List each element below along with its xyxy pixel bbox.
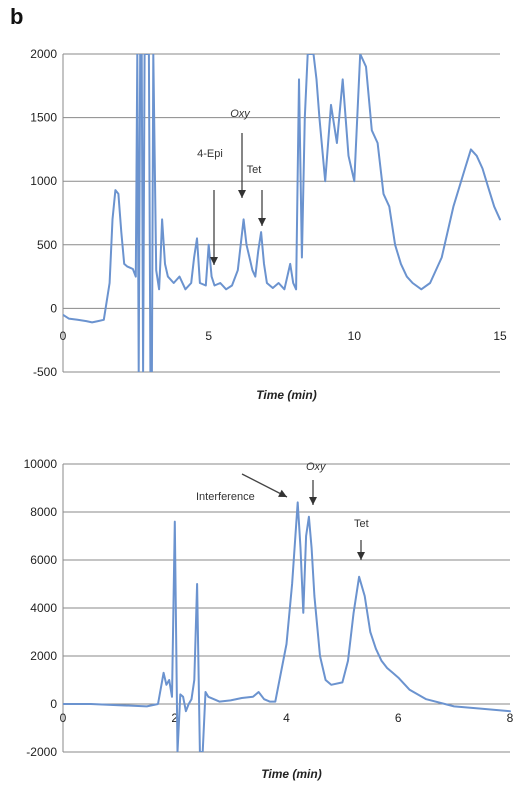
top-annotation-arrowhead-1 (238, 190, 246, 198)
top-x-tick-label-0: 0 (60, 329, 67, 343)
bottom-y-tick-label-3: 4000 (30, 601, 57, 615)
top-x-tick-label-2: 10 (348, 329, 362, 343)
bottom-y-tick-label-6: 10000 (24, 457, 58, 471)
bottom-y-tick-label-5: 8000 (30, 505, 57, 519)
top-annotation-0: 4-Epi (197, 148, 223, 160)
bottom-x-tick-label-2: 4 (283, 711, 290, 725)
top-x-tick-label-1: 5 (205, 329, 212, 343)
top-y-tick-label-0: -500 (33, 365, 57, 379)
top-y-tick-label-1: 0 (50, 301, 57, 315)
bottom-y-tick-label-4: 6000 (30, 553, 57, 567)
bottom-annotation-0: Interference (196, 491, 255, 503)
bottom-x-tick-label-3: 6 (395, 711, 402, 725)
panel-label: b (10, 4, 24, 29)
bottom-x-tick-label-1: 2 (171, 711, 178, 725)
top-y-tick-label-2: 500 (37, 238, 57, 252)
top-annotation-arrowhead-0 (210, 257, 218, 265)
top-annotation-2: Tet (247, 164, 262, 176)
top-y-tick-label-4: 1500 (30, 111, 57, 125)
bottom-annotation-arrowhead-1 (309, 497, 317, 505)
bottom-annotation-arrow-0 (241, 473, 288, 498)
top-annotation-1: Oxy (230, 108, 251, 120)
bottom-x-axis-title: Time (min) (261, 767, 321, 781)
bottom-annotation-2: Tet (354, 518, 369, 530)
top-y-tick-label-3: 1000 (30, 174, 57, 188)
top-y-tick-label-5: 2000 (30, 47, 57, 61)
bottom-y-tick-label-0: -2000 (26, 745, 57, 759)
bottom-y-tick-label-2: 2000 (30, 649, 57, 663)
top-x-axis-title: Time (min) (256, 388, 316, 402)
top-annotation-arrowhead-2 (258, 218, 266, 226)
bottom-annotation-1: Oxy (306, 461, 327, 473)
bottom-x-tick-label-4: 8 (507, 711, 514, 725)
top-series-line-0 (63, 54, 501, 372)
bottom-series-line-0 (63, 501, 511, 752)
bottom-x-tick-label-0: 0 (60, 711, 67, 725)
bottom-annotation-arrowhead-0 (278, 489, 287, 497)
bottom-annotation-arrowhead-2 (357, 552, 365, 560)
top-x-tick-label-3: 15 (493, 329, 507, 343)
bottom-y-tick-label-1: 0 (50, 697, 57, 711)
